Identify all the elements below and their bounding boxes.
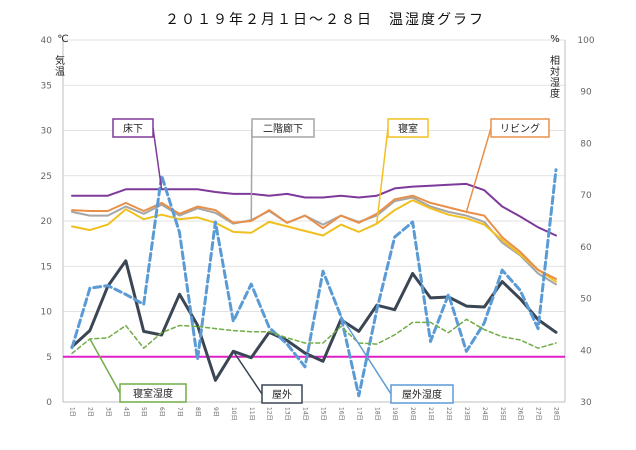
left-tick-label: 35 — [41, 81, 52, 91]
axes: 0 5 10 15 20 25 30 35 40 30 40 50 60 70 80 90 100 ℃ % 気温 相対湿… — [41, 34, 595, 421]
series-line — [71, 182, 557, 237]
callout-leader — [152, 127, 163, 190]
callout-box — [261, 384, 303, 404]
right-axis-unit: % — [550, 34, 560, 45]
callout-leader — [465, 127, 492, 213]
x-tick-label: 13日 — [284, 407, 291, 421]
x-tick-label: 22日 — [445, 407, 452, 421]
series-group — [63, 168, 565, 398]
callout-leader — [250, 127, 253, 221]
x-tick-label: 19日 — [391, 407, 398, 421]
callout-box — [119, 383, 187, 403]
series-line — [70, 168, 558, 398]
x-tick-label: 4日 — [122, 407, 129, 417]
x-tick-label: 8日 — [194, 407, 201, 417]
right-axis-label: 相対湿度 — [550, 54, 560, 100]
right-tick-label: 90 — [580, 88, 592, 98]
callout-label: 二階廊下 — [263, 122, 303, 135]
x-tick-label: 12日 — [266, 407, 273, 421]
callout-box — [251, 118, 315, 138]
x-tick-label: 6日 — [158, 407, 165, 417]
callout-label: リビング — [500, 122, 540, 135]
x-tick-label: 21日 — [427, 407, 434, 421]
left-axis-label: 気温 — [55, 54, 65, 78]
right-tick-label: 100 — [577, 36, 594, 46]
right-tick-label: 40 — [580, 346, 592, 356]
chart-title: ２０１９年２月１日～２８日 温湿度グラフ — [165, 12, 485, 28]
right-tick-label: 30 — [580, 398, 592, 408]
x-tick-label: 18日 — [373, 407, 380, 421]
callout-leader — [376, 127, 389, 224]
left-tick-label: 25 — [41, 172, 52, 182]
x-tick-label: 16日 — [337, 407, 344, 421]
x-tick-label: 25日 — [499, 407, 506, 421]
x-tick-label: 14日 — [302, 407, 309, 421]
callout-label: 床下 — [123, 122, 143, 135]
x-tick-label: 3日 — [104, 407, 111, 417]
series-line — [71, 196, 557, 286]
x-tick-label: 23日 — [463, 407, 470, 421]
callout-box — [387, 118, 429, 138]
x-tick-label: 2日 — [86, 407, 93, 417]
x-tick-label: 26日 — [517, 407, 524, 421]
left-tick-label: 10 — [41, 308, 53, 318]
callout-leader — [89, 338, 121, 394]
x-tick-label: 15日 — [319, 407, 326, 421]
x-tick-label: 10日 — [230, 407, 237, 421]
right-tick-label: 60 — [580, 243, 592, 253]
right-tick-label: 70 — [580, 191, 592, 201]
series-line — [71, 194, 557, 280]
callout-leader — [340, 315, 392, 395]
x-tick-label: 17日 — [355, 407, 362, 421]
x-tick-label: 27日 — [535, 407, 542, 421]
callout-leader — [232, 350, 263, 395]
x-tick-label: 24日 — [481, 407, 488, 421]
callout-box — [490, 118, 550, 138]
left-tick-label: 5 — [46, 353, 52, 363]
callout-label: 屋外 — [272, 389, 292, 401]
left-tick-label: 15 — [41, 262, 52, 272]
callout-box — [390, 384, 454, 404]
left-tick-label: 30 — [41, 127, 53, 137]
callout-label: 屋外湿度 — [402, 388, 442, 401]
x-tick-label: 11日 — [248, 407, 255, 421]
left-tick-label: 0 — [46, 398, 52, 408]
x-tick-label: 9日 — [212, 407, 219, 417]
series-line — [71, 199, 557, 283]
series-line — [70, 259, 558, 382]
callout-box — [112, 118, 154, 138]
x-tick-label: 5日 — [140, 407, 147, 417]
x-tick-label: 7日 — [176, 407, 183, 417]
left-tick-label: 40 — [41, 36, 53, 46]
callout-label: 寝室湿度 — [133, 387, 173, 400]
x-tick-label: 28日 — [553, 407, 560, 421]
right-tick-label: 50 — [580, 295, 592, 305]
right-tick-label: 80 — [580, 139, 592, 149]
x-tick-label: 20日 — [409, 407, 416, 421]
x-tick-label: 1日 — [68, 407, 75, 417]
left-axis-unit: ℃ — [57, 34, 68, 45]
callout-label: 寝室 — [398, 122, 418, 135]
left-tick-label: 20 — [41, 217, 53, 227]
